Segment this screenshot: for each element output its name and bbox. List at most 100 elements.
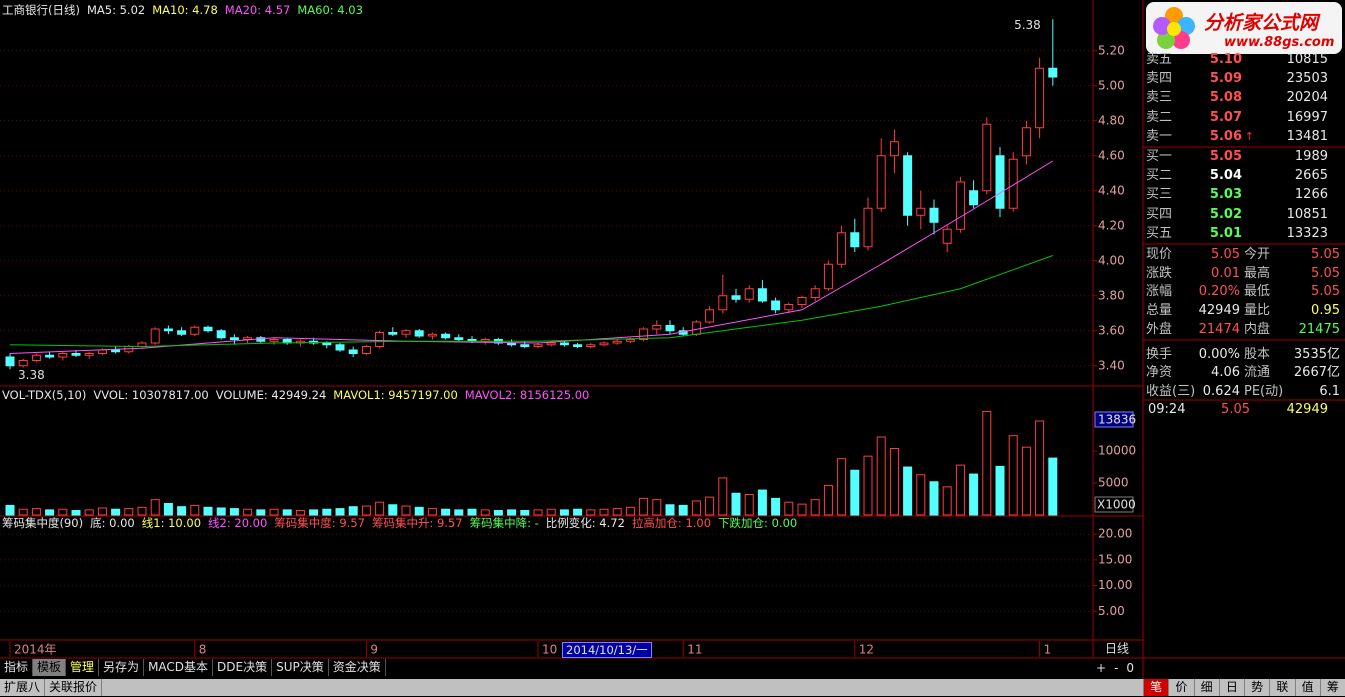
tab[interactable]: 筹 bbox=[1319, 679, 1345, 696]
volume-bar bbox=[124, 508, 134, 516]
candle-body bbox=[559, 342, 569, 346]
candle-body bbox=[269, 339, 279, 342]
candle-body bbox=[414, 330, 424, 337]
volume-bar bbox=[1008, 435, 1018, 516]
header-legend: 拉高加仓: 1.00 bbox=[631, 516, 712, 530]
volume-bar bbox=[295, 510, 305, 516]
stat-label: 量比 bbox=[1244, 303, 1271, 319]
tab[interactable]: 扩展八 bbox=[0, 679, 46, 696]
candle-body bbox=[216, 330, 226, 339]
book-price: 5.09 bbox=[1209, 71, 1242, 87]
tab[interactable]: MACD基本 bbox=[144, 659, 214, 676]
y-tick-label: 10.00 bbox=[1098, 578, 1132, 592]
logo-title: 分析家公式网 bbox=[1204, 12, 1319, 34]
book-label: 买三 bbox=[1146, 187, 1173, 203]
tab[interactable]: 联 bbox=[1269, 679, 1294, 696]
candle-body bbox=[45, 354, 55, 358]
volume-bar bbox=[955, 464, 965, 516]
max-label-box bbox=[1094, 411, 1134, 428]
tab[interactable]: 细 bbox=[1193, 679, 1219, 696]
stat-value: 0.01 bbox=[1211, 265, 1240, 281]
tick-time: 09:24 bbox=[1148, 402, 1186, 417]
header-title: 工商银行(日线) bbox=[2, 3, 80, 17]
header-legend: 筹码集中降: - bbox=[469, 516, 539, 530]
tab[interactable]: DDE决策 bbox=[213, 659, 273, 676]
tab[interactable]: 另存为 bbox=[99, 659, 145, 676]
header-legend: MA20: 4.57 bbox=[224, 3, 291, 17]
header-legend: 比例变化: 4.72 bbox=[545, 516, 625, 530]
candle-body bbox=[691, 321, 701, 335]
volume-bar bbox=[929, 481, 939, 516]
stat-row: 净资 4.06 流通 2667亿 bbox=[1146, 364, 1342, 382]
stat-label: PE(动) bbox=[1244, 383, 1284, 399]
nav-tabs: 笔价细日势联值筹 bbox=[1143, 679, 1345, 696]
header-legend: VVOL: 10307817.00 bbox=[93, 388, 209, 402]
tab[interactable]: 0 bbox=[1126, 661, 1135, 675]
stat-label: 最高 bbox=[1244, 265, 1271, 281]
volume-bar bbox=[5, 504, 15, 516]
unit-box bbox=[1094, 496, 1134, 513]
candle-body bbox=[97, 349, 107, 354]
book-row: 卖四 5.09 23503 bbox=[1146, 70, 1342, 88]
tab[interactable]: 值 bbox=[1294, 679, 1320, 696]
tab[interactable]: 笔 bbox=[1143, 679, 1169, 696]
candle-body bbox=[5, 356, 15, 367]
candle-body bbox=[150, 328, 160, 344]
header-legend: 筹码集中升: 9.57 bbox=[371, 516, 463, 530]
candle-body bbox=[863, 207, 873, 248]
volume-bar bbox=[969, 473, 979, 516]
tab[interactable]: 资金决策 bbox=[328, 659, 386, 676]
stat-value: 0.95 bbox=[1311, 303, 1340, 319]
candle-body bbox=[955, 181, 965, 230]
header-title: 筹码集中度(90) bbox=[2, 516, 84, 530]
tab[interactable]: - bbox=[1114, 661, 1119, 675]
tab[interactable]: 关联报价 bbox=[45, 679, 103, 696]
volume-bar bbox=[678, 504, 688, 516]
tab[interactable]: 价 bbox=[1168, 679, 1193, 696]
volume-header: VOL-TDX(5,10) VVOL: 10307817.00 VOLUME: 42… bbox=[2, 388, 596, 402]
stat-value: 0.20% bbox=[1198, 284, 1240, 300]
stat-value: 21474 bbox=[1198, 321, 1240, 337]
y-tick-label: 4.20 bbox=[1098, 218, 1125, 232]
header-legend: MA5: 5.02 bbox=[86, 3, 146, 17]
header-legend: 筹码集中度: 9.57 bbox=[274, 516, 365, 530]
ma-line bbox=[9, 160, 1054, 354]
volume-bar bbox=[982, 410, 992, 516]
tab[interactable]: + bbox=[1096, 661, 1107, 675]
stat-row: 涨跌 0.01 最高 5.05 bbox=[1146, 265, 1342, 283]
tab[interactable]: 日 bbox=[1218, 679, 1244, 696]
tab[interactable]: 模板 bbox=[33, 659, 67, 676]
book-volume: 10851 bbox=[1286, 206, 1328, 222]
book-row: 卖一 5.06 ↑ 13481 bbox=[1146, 128, 1342, 146]
candle-body bbox=[969, 190, 979, 206]
candle-body bbox=[1035, 67, 1045, 129]
book-volume: 13323 bbox=[1286, 225, 1328, 241]
candle-body bbox=[652, 325, 662, 330]
candle-body bbox=[757, 288, 767, 302]
volume-bar bbox=[876, 436, 886, 516]
book-price: 5.03 bbox=[1209, 187, 1242, 203]
volume-bar bbox=[467, 508, 477, 516]
volume-bar bbox=[84, 509, 94, 516]
volume-bar bbox=[454, 509, 464, 516]
tab[interactable]: SUP决策 bbox=[272, 659, 329, 676]
high-label: 5.38 bbox=[1014, 18, 1041, 32]
tab[interactable]: 管理 bbox=[66, 659, 100, 676]
volume-bar bbox=[322, 508, 332, 516]
candle-body bbox=[507, 342, 517, 346]
toolbar: 指标 模板 管理 另存为 MACD基本 DDE决策 SUP决策 资金决策 bbox=[0, 659, 386, 676]
book-flag: ↑ bbox=[1244, 129, 1254, 143]
candle-body bbox=[335, 344, 345, 351]
volume-unit-label: X1000 bbox=[1097, 498, 1136, 512]
candle-body bbox=[784, 304, 794, 311]
candle-body bbox=[731, 295, 741, 300]
volume-bar bbox=[916, 474, 926, 516]
candle-body bbox=[889, 141, 899, 157]
book-label: 买五 bbox=[1146, 225, 1173, 241]
x-tick-label: 9 bbox=[370, 643, 378, 657]
candle-body bbox=[876, 155, 886, 209]
tab[interactable]: 指标 bbox=[0, 659, 34, 676]
tab[interactable]: 势 bbox=[1244, 679, 1269, 696]
